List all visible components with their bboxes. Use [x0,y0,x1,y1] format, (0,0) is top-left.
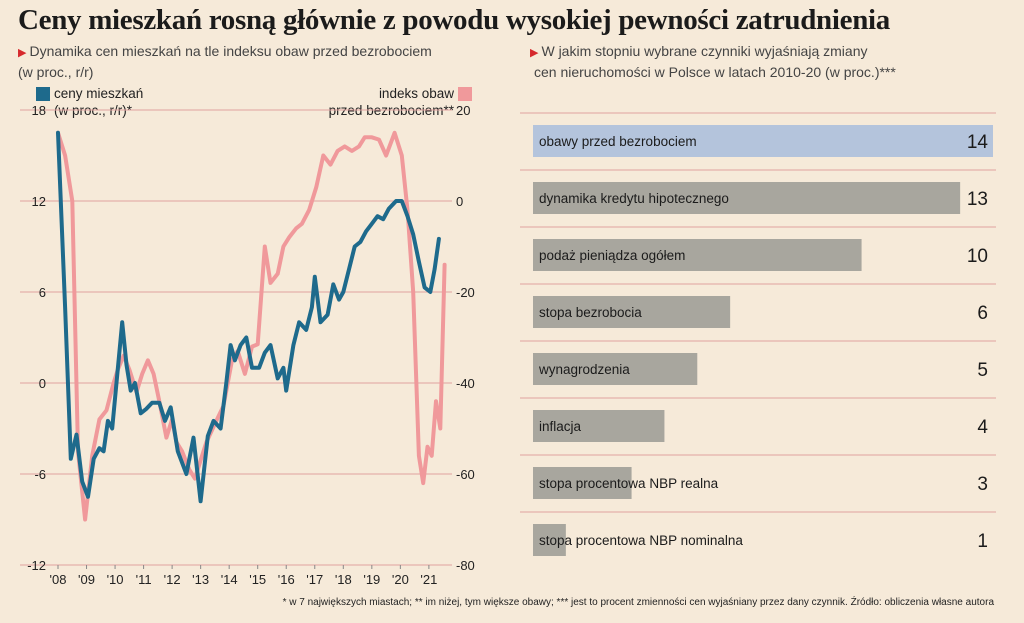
bar-category-label: inflacja [539,419,582,434]
bar [533,524,566,556]
y-left-tick-label: 0 [39,376,46,391]
bar-value-label: 14 [967,132,989,153]
left-subtitle-line1: Dynamika cen mieszkań na tle indeksu oba… [29,43,432,59]
x-tick-label: '12 [164,572,181,587]
bar-category-label: obawy przed bezrobociem [539,134,697,149]
bar-value-label: 5 [977,360,988,381]
right-subtitle-line1: W jakim stopniu wybrane czynniki wyjaśni… [541,43,868,59]
bar-value-label: 3 [977,474,988,495]
page-title: Ceny mieszkań rosną głównie z powodu wys… [18,4,890,36]
bar-value-label: 1 [977,531,988,552]
bar-category-label: wynagrodzenia [538,362,630,377]
y-right-tick-label: -40 [456,376,475,391]
bar-value-label: 13 [967,189,988,210]
x-tick-label: '18 [335,572,352,587]
x-tick-label: '20 [392,572,409,587]
y-right-tick-label: -20 [456,285,475,300]
bar-value-label: 4 [977,417,988,438]
bar-category-label: dynamika kredytu hipotecznego [539,191,729,206]
triangle-marker-icon: ▶ [530,47,539,59]
x-tick-label: '14 [221,572,238,587]
legend-fear-line1: indeks obaw [378,86,454,101]
line-chart: 18 12 6 0 -6 -12 20 0 -20 -40 -60 -80 '08 '09 '10 '11 '1… [20,103,475,587]
bar [533,410,665,442]
bar-category-label: stopa procentowa NBP realna [539,476,719,491]
x-tick-label: '21 [420,572,437,587]
x-tick-label: '17 [306,572,323,587]
x-tick-label: '09 [78,572,95,587]
y-left-tick-label: 6 [39,285,46,300]
y-right-tick-label: 20 [456,103,470,118]
triangle-marker-icon: ▶ [18,47,27,59]
bar [533,296,731,328]
bar [533,239,862,271]
legend-fear-swatch [458,87,472,101]
bar [533,182,961,214]
bar [533,353,698,385]
right-subtitle-line2: cen nieruchomości w Polsce w latach 2010… [534,64,896,80]
bar-value-label: 6 [977,303,988,324]
legend-prices-swatch [36,87,50,101]
prices-line [56,130,441,504]
footnote: * w 7 największych miastach; ** im niżej… [282,597,994,608]
bar-category-label: stopa procentowa NBP nominalna [539,533,743,548]
bar-category-label: podaż pieniądza ogółem [539,248,685,263]
x-tick-label: '16 [278,572,295,587]
left-subtitle-line2: (w proc., r/r) [18,64,94,80]
y-left-tick-label: -6 [34,467,46,482]
bar-value-label: 10 [967,246,988,267]
y-right-tick-label: -60 [456,467,475,482]
y-right-tick-label: 0 [456,194,463,209]
bar-category-label: stopa bezrobocia [539,305,642,320]
x-tick-label: '08 [50,572,67,587]
x-tick-label: '19 [363,572,380,587]
y-left-tick-label: 18 [32,103,46,118]
x-tick-label: '13 [192,572,209,587]
x-tick-label: '11 [136,572,152,587]
fear-index-line [56,130,447,522]
y-right-tick-label: -80 [456,558,475,573]
x-tick-label: '15 [249,572,266,587]
right-subtitle: ▶ W jakim stopniu wybrane czynniki wyjaśn… [530,42,896,82]
legend-prices-line1: ceny mieszkań [54,86,144,101]
bar [533,125,993,157]
x-tick-label: '10 [107,572,124,587]
y-left-tick-label: 12 [32,194,46,209]
left-subtitle: ▶ Dynamika cen mieszkań na tle indeksu ob… [18,42,432,82]
bar [533,467,632,499]
y-left-tick-label: -12 [27,558,46,573]
